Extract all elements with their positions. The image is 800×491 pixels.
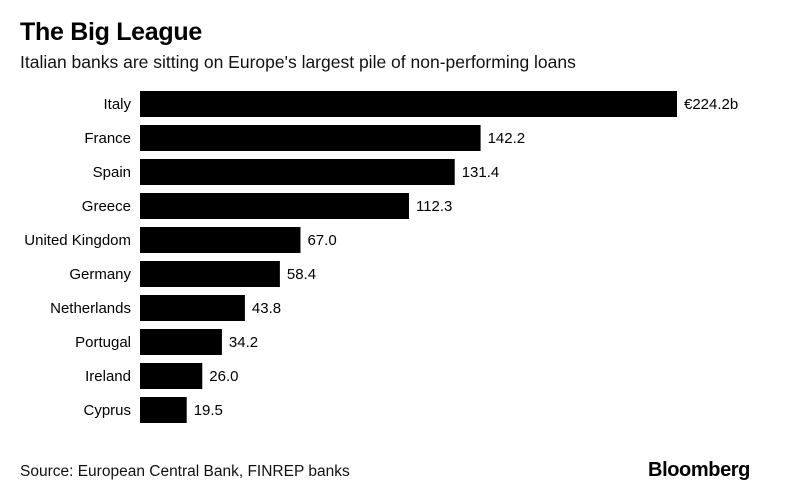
bar-germany <box>140 261 280 287</box>
category-label-germany: Germany <box>69 266 131 283</box>
value-label-netherlands: 43.8 <box>252 300 281 317</box>
bar-france <box>140 125 481 151</box>
value-label-greece: 112.3 <box>416 198 452 215</box>
value-label-ireland: 26.0 <box>209 368 238 385</box>
bar-netherlands <box>140 295 245 321</box>
category-label-greece: Greece <box>82 198 131 215</box>
chart-title: The Big League <box>20 18 202 46</box>
value-label-germany: 58.4 <box>287 266 316 283</box>
bar-cyprus <box>140 397 187 423</box>
category-label-netherlands: Netherlands <box>50 300 131 317</box>
bloomberg-logo: Bloomberg <box>648 459 750 481</box>
category-label-united-kingdom: United Kingdom <box>24 232 131 249</box>
value-label-france: 142.2 <box>488 130 526 147</box>
bar-italy <box>140 91 677 117</box>
value-label-italy: €224.2b <box>684 96 738 113</box>
bar-united-kingdom <box>140 227 301 253</box>
bar-ireland <box>140 363 203 389</box>
value-label-portugal: 34.2 <box>229 334 258 351</box>
bar-greece <box>140 193 409 219</box>
chart-subtitle: Italian banks are sitting on Europe's la… <box>20 52 576 72</box>
bar-spain <box>140 159 455 185</box>
category-label-portugal: Portugal <box>75 334 131 351</box>
category-label-cyprus: Cyprus <box>83 402 131 419</box>
value-label-spain: 131.4 <box>462 164 500 181</box>
category-label-france: France <box>84 130 131 147</box>
category-label-spain: Spain <box>93 164 131 181</box>
source-note: Source: European Central Bank, FINREP ba… <box>20 463 350 480</box>
value-label-united-kingdom: 67.0 <box>307 232 336 249</box>
category-label-ireland: Ireland <box>85 368 131 385</box>
value-label-cyprus: 19.5 <box>194 402 223 419</box>
category-label-italy: Italy <box>103 96 131 113</box>
bar-portugal <box>140 329 222 355</box>
